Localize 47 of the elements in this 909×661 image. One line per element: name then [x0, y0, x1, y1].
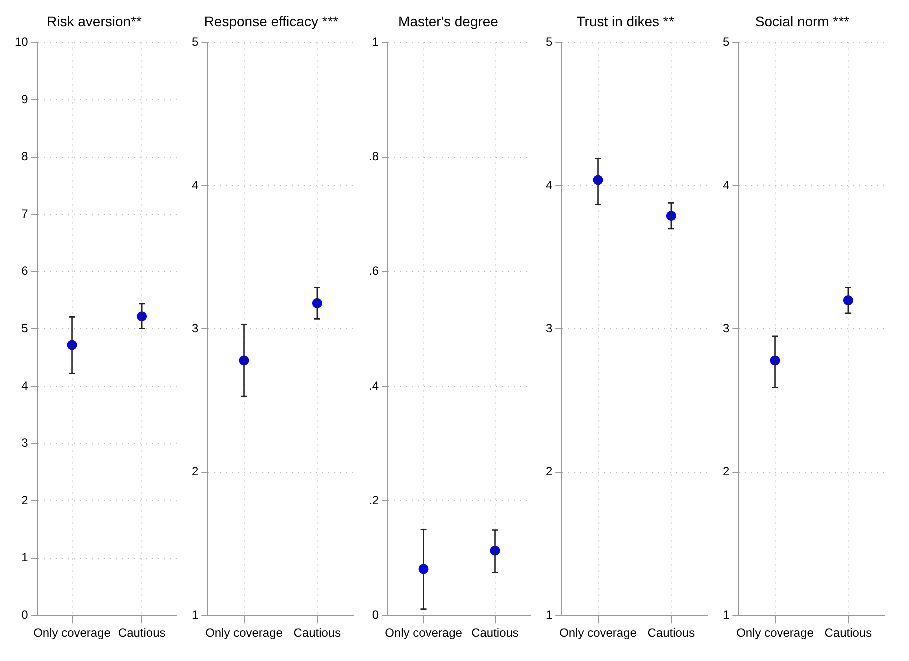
x-tick-label: Cautious [118, 626, 166, 640]
x-tick-label: Only coverage [560, 626, 638, 640]
y-tick-label: 2 [192, 464, 199, 479]
y-tick-label: 4 [22, 378, 29, 393]
y-tick-label: 5 [546, 35, 553, 50]
y-tick-label: 3 [546, 322, 553, 336]
y-tick-label: 3 [22, 436, 29, 450]
y-tick-label: 4 [546, 178, 553, 192]
y-tick-label: 2 [546, 464, 553, 479]
y-tick-label: 1 [192, 608, 199, 622]
y-tick-label: 5 [722, 35, 730, 50]
y-tick-label: .4 [368, 378, 380, 393]
x-tick-label: Only coverage [736, 626, 814, 640]
y-tick-label: 3 [192, 322, 199, 336]
y-tick-label: 10 [14, 35, 29, 50]
y-tick-label: .2 [368, 493, 380, 508]
y-tick-label: 2 [22, 493, 29, 508]
x-tick-label: Only coverage [34, 626, 112, 640]
chart-title: Response efficacy *** [204, 13, 340, 30]
x-tick-label: Cautious [294, 626, 342, 640]
x-tick-label: Cautious [472, 626, 519, 640]
y-tick-label: 7 [22, 206, 29, 221]
y-tick-label: 6 [22, 264, 29, 278]
y-tick-label: .6 [368, 264, 380, 278]
y-tick-label: 9 [22, 92, 29, 106]
y-tick-label: 2 [722, 464, 730, 479]
y-tick-label: 4 [722, 178, 730, 192]
y-tick-label: 5 [22, 322, 29, 336]
x-tick-label: Only coverage [206, 626, 284, 640]
chart-title: Trust in dikes ** [576, 13, 675, 30]
x-tick-label: Cautious [648, 626, 696, 640]
x-tick-label: Only coverage [385, 626, 463, 640]
y-tick-label: 1 [22, 550, 29, 565]
y-tick-label: 0 [22, 608, 29, 622]
y-tick-label: 1 [372, 35, 380, 50]
y-tick-label: 4 [192, 178, 199, 192]
y-tick-label: .8 [368, 150, 380, 164]
y-tick-label: 8 [22, 150, 29, 164]
chart-title: Social norm *** [755, 13, 850, 30]
y-tick-label: 5 [192, 35, 199, 50]
y-tick-label: 3 [722, 322, 730, 336]
chart-title: Master's degree [398, 13, 499, 30]
y-tick-label: 0 [372, 608, 380, 622]
y-tick-label: 1 [722, 608, 730, 622]
x-tick-label: Cautious [824, 626, 872, 640]
chart-title: Risk aversion** [47, 13, 143, 30]
y-tick-label: 1 [546, 608, 553, 622]
